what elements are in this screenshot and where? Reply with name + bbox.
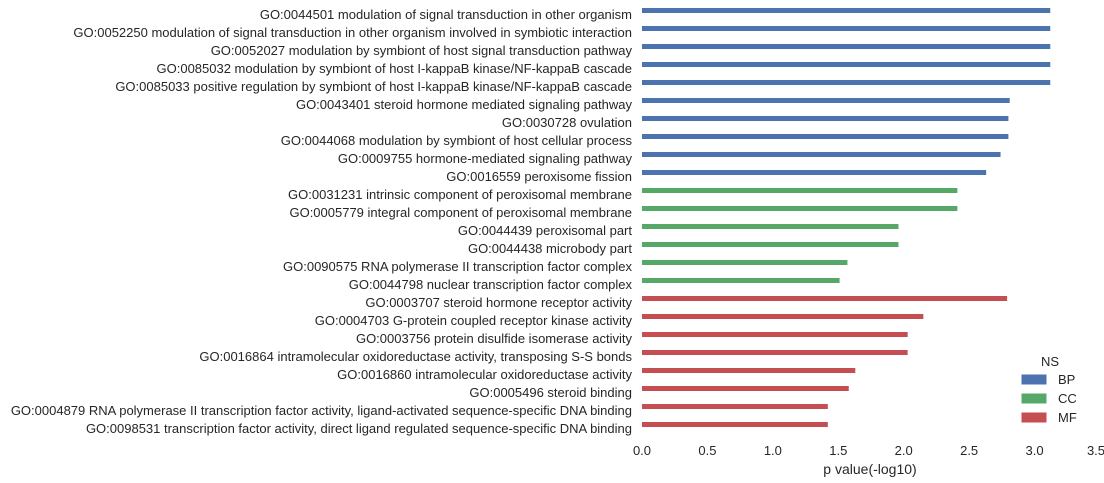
- bar-cc: [642, 224, 899, 229]
- term-label: GO:0052027 modulation by symbiont of hos…: [211, 43, 633, 58]
- term-label: GO:0030728 ovulation: [502, 115, 632, 130]
- legend-label-bp: BP: [1058, 372, 1075, 387]
- bar-mf: [642, 314, 924, 319]
- term-label: GO:0085033 positive regulation by symbio…: [115, 79, 632, 94]
- term-labels: GO:0044501 modulation of signal transduc…: [11, 7, 633, 436]
- term-label: GO:0044439 peroxisomal part: [458, 223, 633, 238]
- bar-bp: [642, 80, 1051, 85]
- term-label: GO:0005496 steroid binding: [469, 385, 632, 400]
- bar-cc: [642, 278, 840, 283]
- bar-mf: [642, 332, 908, 337]
- bar-bp: [642, 44, 1051, 49]
- bars-layer: [642, 8, 1051, 427]
- x-tick-label: 2.5: [960, 443, 978, 458]
- term-label: GO:0004879 RNA polymerase II transcripti…: [11, 403, 632, 418]
- bar-bp: [642, 116, 1009, 121]
- term-label: GO:0003756 protein disulfide isomerase a…: [356, 331, 633, 346]
- x-tick-label: 0.0: [633, 443, 651, 458]
- legend-swatch-bp: [1020, 373, 1048, 386]
- x-tick-label: 3.0: [1026, 443, 1044, 458]
- term-label: GO:0090575 RNA polymerase II transcripti…: [283, 259, 632, 274]
- bar-bp: [642, 152, 1001, 157]
- bar-cc: [642, 188, 958, 193]
- term-label: GO:0085032 modulation by symbiont of hos…: [157, 61, 633, 76]
- bar-bp: [642, 62, 1051, 67]
- bar-mf: [642, 422, 828, 427]
- bar-mf: [642, 350, 908, 355]
- bar-mf: [642, 404, 828, 409]
- legend: NS BP CC MF: [1020, 354, 1077, 425]
- bar-mf: [642, 296, 1008, 301]
- term-label: GO:0005779 integral component of peroxis…: [289, 205, 632, 220]
- bar-bp: [642, 26, 1051, 31]
- term-label: GO:0098531 transcription factor activity…: [86, 421, 632, 436]
- term-label: GO:0044798 nuclear transcription factor …: [349, 277, 633, 292]
- term-label: GO:0044501 modulation of signal transduc…: [260, 7, 632, 22]
- legend-swatch-cc: [1020, 392, 1048, 405]
- x-tick-label: 2.0: [895, 443, 913, 458]
- x-tick-label: 1.0: [764, 443, 782, 458]
- term-label: GO:0044068 modulation by symbiont of hos…: [281, 133, 633, 148]
- x-axis-title: p value(-log10): [823, 461, 916, 477]
- bar-mf: [642, 386, 849, 391]
- x-axis: 0.0 0.5 1.0 1.5 2.0 2.5 3.0 3.5: [633, 443, 1104, 458]
- legend-swatch-mf: [1020, 411, 1048, 424]
- x-tick-label: 3.5: [1087, 443, 1104, 458]
- term-label: GO:0016864 intramolecular oxidoreductase…: [199, 349, 632, 364]
- bar-bp: [642, 134, 1009, 139]
- x-tick-label: 0.5: [698, 443, 716, 458]
- term-label: GO:0031231 intrinsic component of peroxi…: [288, 187, 632, 202]
- bar-bp: [642, 98, 1010, 103]
- bar-cc: [642, 242, 899, 247]
- term-label: GO:0052250 modulation of signal transduc…: [73, 25, 632, 40]
- legend-label-cc: CC: [1058, 391, 1077, 406]
- legend-title: NS: [1041, 354, 1059, 369]
- term-label: GO:0016860 intramolecular oxidoreductase…: [337, 367, 632, 382]
- bar-cc: [642, 206, 958, 211]
- bar-mf: [642, 368, 856, 373]
- bar-bp: [642, 170, 987, 175]
- bar-bp: [642, 8, 1051, 13]
- term-label: GO:0043401 steroid hormone mediated sign…: [296, 97, 633, 112]
- legend-label-mf: MF: [1058, 410, 1077, 425]
- term-label: GO:0016559 peroxisome fission: [446, 169, 632, 184]
- term-label: GO:0009755 hormone-mediated signaling pa…: [338, 151, 633, 166]
- term-label: GO:0004703 G-protein coupled receptor ki…: [315, 313, 633, 328]
- bar-cc: [642, 260, 848, 265]
- term-label: GO:0044438 microbody part: [468, 241, 632, 256]
- x-tick-label: 1.5: [829, 443, 847, 458]
- term-label: GO:0003707 steroid hormone receptor acti…: [365, 295, 632, 310]
